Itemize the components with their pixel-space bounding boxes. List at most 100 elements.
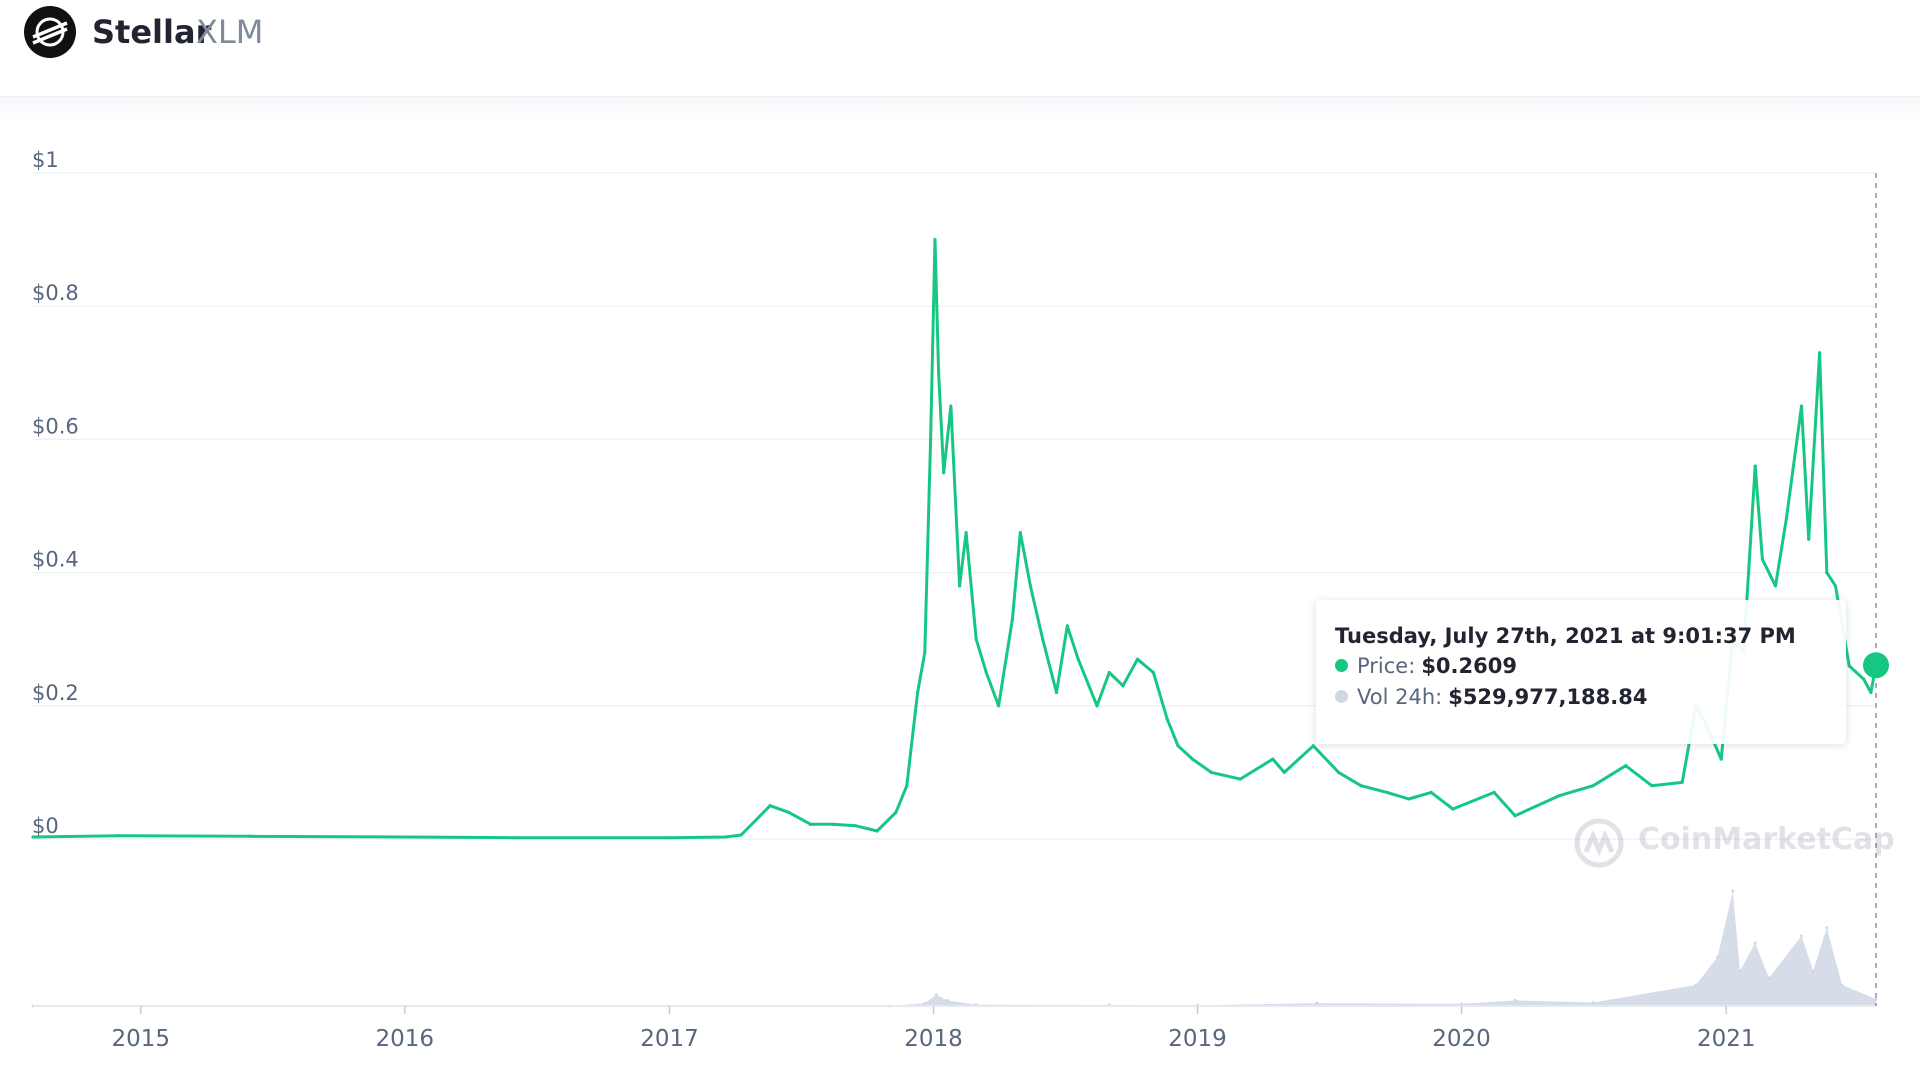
volume-layer [31, 889, 1878, 1008]
tooltip-volume-label: Vol 24h: [1357, 685, 1443, 709]
y-tick-label: $0.4 [32, 548, 79, 572]
price-point [1753, 464, 1757, 468]
x-tick-label: 2015 [112, 1026, 171, 1052]
price-point [248, 834, 252, 838]
price-point [1862, 677, 1866, 681]
axis-layer: $0 $0.2 $0.4 $0.6 $0.8 $1 2015 2016 2017 2018 2019… [32, 148, 1876, 1052]
volume-point [1460, 1002, 1464, 1006]
stellar-logo-icon [24, 6, 76, 58]
volume-point [945, 998, 949, 1002]
price-point [1095, 704, 1099, 708]
volume-point [1840, 983, 1844, 987]
x-tick-label: 2020 [1432, 1026, 1491, 1052]
price-point [667, 836, 672, 840]
x-tick-label: 2018 [904, 1026, 963, 1052]
price-point [1010, 617, 1014, 621]
price-point [1028, 584, 1033, 588]
volume-point [1315, 1001, 1319, 1005]
price-point [1557, 794, 1561, 798]
price-point [894, 810, 898, 814]
price-point [974, 637, 978, 641]
price-point [853, 824, 858, 828]
price-point [1018, 531, 1022, 535]
volume-point [1513, 998, 1517, 1002]
price-point [1492, 790, 1496, 794]
tooltip-date: Tuesday, July 27th, 2021 at 9:01:37 PM [1335, 624, 1796, 648]
tooltip-price-label: Price: [1357, 654, 1416, 678]
price-point [513, 836, 517, 840]
price-point [923, 650, 927, 655]
coin-header: Stellar XLM [0, 0, 1920, 97]
price-point [1825, 571, 1829, 575]
coinmarketcap-logo-icon [1574, 818, 1624, 868]
price-point [1869, 690, 1873, 695]
price-point [1054, 690, 1059, 695]
price-point [1076, 657, 1080, 661]
price-point [1817, 351, 1822, 355]
price-point [875, 829, 879, 833]
volume-point [1731, 889, 1735, 893]
x-tick-label: 2017 [640, 1026, 699, 1052]
watermark: CoinMarketCap [1572, 816, 1895, 870]
tooltip-price-value: $0.2609 [1421, 654, 1517, 678]
price-point [724, 835, 728, 839]
price-point [1121, 684, 1125, 688]
y-tick-label: $0 [32, 814, 59, 838]
price-point [1773, 584, 1778, 588]
coin-name: Stellar [92, 13, 212, 51]
price-point [1799, 404, 1804, 408]
tooltip-price-row: Price: $0.2609 [1335, 654, 1517, 678]
grid-layer [33, 172, 1876, 840]
volume-point [934, 993, 938, 997]
volume-point [1767, 976, 1771, 980]
volume-point [1738, 969, 1742, 973]
y-tick-label: $1 [32, 148, 59, 172]
volume-point [1716, 955, 1720, 959]
volume-point [1694, 983, 1698, 987]
price-point [787, 810, 791, 814]
y-tick-label: $0.2 [32, 681, 79, 705]
watermark-text: CoinMarketCap [1638, 822, 1895, 857]
volume-point [1874, 997, 1878, 1001]
price-point [942, 471, 946, 475]
price-point [957, 584, 962, 588]
price-point [1429, 790, 1433, 794]
y-tick-label: $0.6 [32, 414, 79, 438]
price-point [1190, 757, 1195, 761]
y-tick-label: $0.8 [32, 281, 79, 305]
price-point [916, 690, 920, 695]
price-point [1650, 784, 1654, 788]
price-point [1591, 784, 1595, 788]
price-point [1238, 777, 1242, 781]
coin-symbol: XLM [196, 13, 264, 51]
price-point [1847, 664, 1851, 668]
price-point [933, 238, 937, 242]
volume-dot-icon [1335, 690, 1348, 703]
price-point [739, 833, 743, 837]
price-point [929, 437, 933, 441]
price-point [1719, 757, 1723, 761]
hover-point [1863, 652, 1889, 679]
volume-point [1591, 1001, 1595, 1004]
price-point [768, 804, 772, 808]
x-tick-label: 2021 [1697, 1026, 1756, 1052]
price-point [997, 704, 1001, 708]
price-point [1065, 624, 1069, 628]
chart-tooltip: Tuesday, July 27th, 2021 at 9:01:37 PM P… [1316, 600, 1846, 744]
price-point [1041, 637, 1045, 641]
price-point [1271, 757, 1275, 761]
price-line [32, 238, 1878, 840]
tooltip-volume-value: $529,977,188.84 [1448, 685, 1648, 709]
price-point [1624, 764, 1628, 768]
price-point [1451, 807, 1455, 811]
price-point [831, 822, 835, 826]
price-point [1407, 797, 1411, 801]
price-point [964, 531, 968, 535]
price-point [936, 371, 941, 375]
x-tick-label: 2019 [1168, 1026, 1227, 1052]
price-point [1385, 790, 1389, 794]
price-point [1760, 557, 1765, 561]
price-point [116, 834, 120, 838]
price-point [808, 822, 813, 826]
